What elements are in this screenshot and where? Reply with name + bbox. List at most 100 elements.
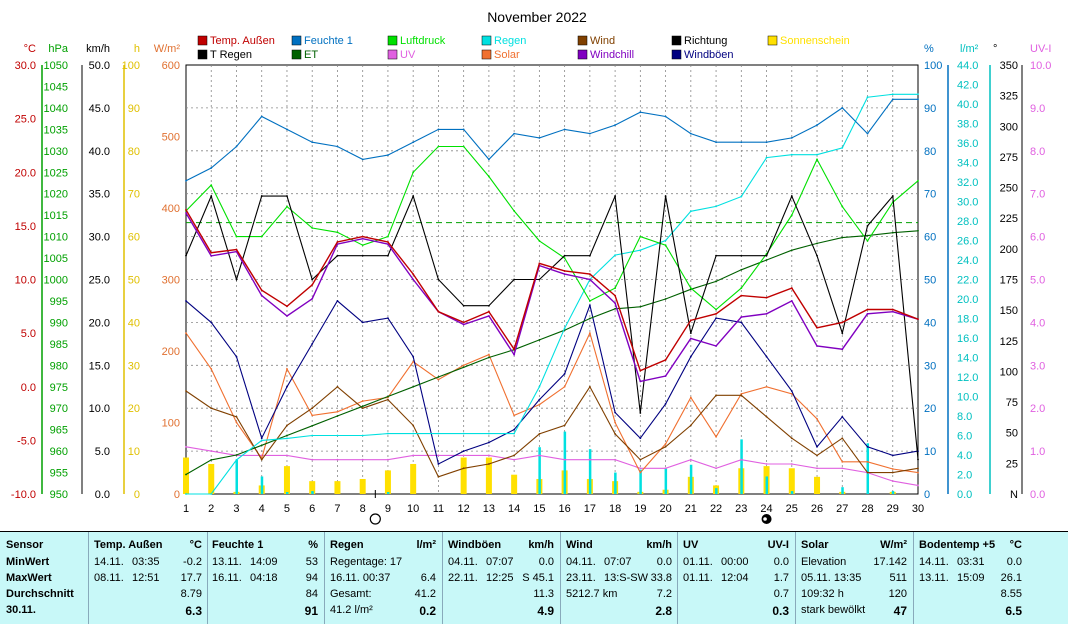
x-tick-label: 17 (584, 503, 596, 515)
rain-bar (790, 491, 794, 494)
data-point (891, 308, 894, 311)
axis-tick-label: 980 (50, 360, 68, 372)
axis-tick-label: 90 (128, 103, 140, 115)
data-point (614, 302, 617, 304)
data-point (588, 317, 591, 320)
legend-label: Luftdruck (400, 35, 446, 47)
data-point (765, 156, 768, 159)
data-point (891, 468, 894, 470)
axis-tick-label: 10.0 (89, 403, 110, 415)
legend-label: T Regen (210, 49, 252, 61)
x-tick-label: 3 (233, 503, 239, 515)
rain-bar (740, 439, 743, 494)
data-point (588, 132, 591, 135)
sunshine-bar (334, 481, 341, 494)
data-point (210, 458, 213, 461)
statistics-panel: Sensor MinWert MaxWert Durchschnitt 30.1… (0, 531, 1068, 624)
axis-tick-label: 70 (924, 189, 936, 201)
data-point (917, 98, 919, 101)
solar-elevation-label: Elevation (801, 556, 847, 568)
legend-swatch (671, 35, 682, 46)
boden-max-value: 26.1 (1000, 572, 1022, 584)
legend-label: Richtung (684, 35, 727, 47)
data-point (866, 234, 869, 237)
data-point (715, 394, 717, 397)
data-point (286, 367, 288, 370)
rain-bar (765, 476, 769, 494)
data-point (361, 235, 364, 238)
axis-tick-label: 965 (50, 425, 68, 437)
data-point (588, 458, 591, 461)
regen-total-label: Gesamt: (330, 588, 372, 600)
legend-label: Windböen (684, 49, 734, 61)
series-line (185, 98, 918, 182)
legend-label: UV (400, 49, 416, 61)
data-point (286, 424, 288, 427)
data-point (487, 454, 490, 457)
axis-tick-label: 955 (50, 468, 68, 480)
data-point (185, 300, 187, 302)
data-point (639, 412, 642, 414)
regen-sum: 41.2 l/m² (330, 604, 373, 616)
data-point (891, 231, 894, 234)
data-point (790, 249, 793, 252)
data-point (387, 398, 389, 401)
data-point (664, 298, 667, 300)
data-point (790, 137, 793, 139)
data-point (286, 205, 288, 208)
data-point (185, 445, 187, 448)
data-point (816, 345, 818, 347)
data-point (664, 359, 667, 361)
row-label-min: MinWert (6, 556, 50, 568)
data-point (462, 454, 465, 457)
axis-tick-label: 20.0 (957, 294, 978, 306)
rain-bar (260, 476, 264, 494)
x-tick-label: 24 (760, 503, 772, 515)
data-point (412, 454, 415, 457)
data-point (866, 224, 869, 227)
x-tick-label: 12 (458, 503, 470, 515)
uv-avg-value: 0.7 (773, 588, 789, 600)
legend-label: Regen (494, 35, 526, 47)
legend-swatch (481, 35, 492, 46)
data-point (917, 484, 919, 487)
axis-wm2: W/m² 0 100 200 300 400 500 600 (154, 43, 181, 501)
data-point (639, 305, 642, 308)
data-point (563, 257, 566, 259)
data-point (866, 445, 869, 448)
sunshine-bar (485, 457, 492, 494)
axis-tick-label: 1030 (44, 146, 68, 158)
axis-kmh: km/h 0.0 5.0 10.0 15.0 20.0 25.0 30.0 35.0 40.0 45… (86, 43, 110, 501)
data-point (260, 437, 263, 440)
legend-swatch (481, 49, 492, 60)
data-point (361, 244, 364, 247)
data-point (917, 467, 919, 470)
axis-tick-label: 1.0 (1030, 446, 1045, 458)
axis-tick-label: 75 (1006, 397, 1018, 409)
data-point (437, 278, 440, 281)
legend-swatch (291, 49, 302, 60)
data-point (538, 278, 541, 281)
data-point (538, 403, 541, 406)
wind-max-date: 23.11. (566, 572, 596, 584)
data-point (841, 467, 844, 470)
data-point (715, 467, 717, 470)
data-point (790, 214, 793, 217)
data-point (513, 432, 516, 435)
rain-bar (664, 468, 668, 494)
data-point (336, 458, 339, 461)
data-point (462, 366, 465, 369)
axis-tick-label: 4.0 (957, 450, 972, 462)
data-point (487, 315, 490, 317)
regen-title: Regen (330, 539, 364, 551)
x-tick-label: 2 (208, 503, 214, 515)
data-point (311, 434, 314, 437)
feuchte-max-date: 16.11. (212, 572, 242, 584)
data-point (614, 294, 617, 297)
regen-max-datetime: 16.11. 00:37 (330, 572, 391, 584)
axis-tick-label: 26.0 (957, 236, 978, 248)
data-point (437, 376, 440, 378)
x-tick-label: 8 (360, 503, 366, 515)
series-feuchte-1 (185, 98, 919, 182)
data-point (689, 319, 692, 322)
